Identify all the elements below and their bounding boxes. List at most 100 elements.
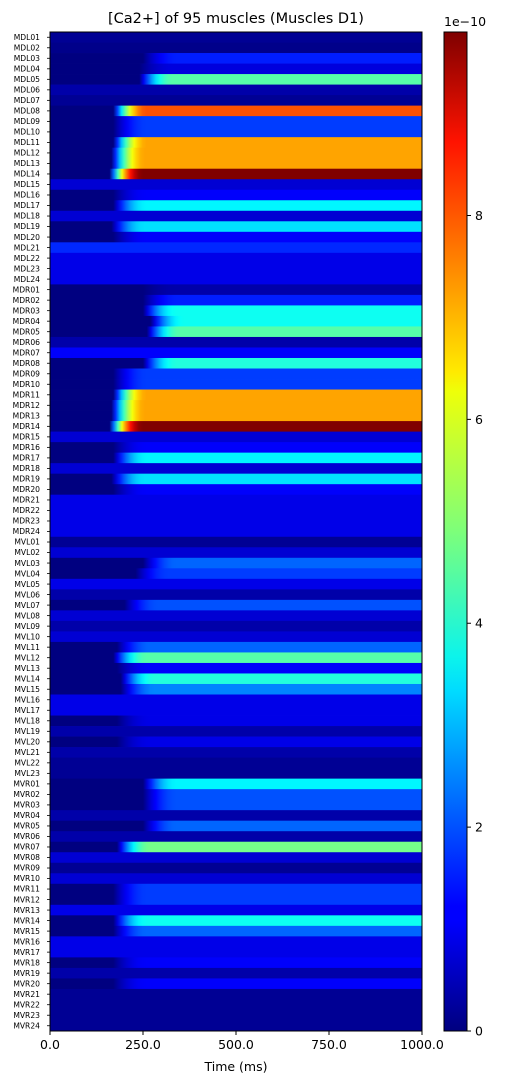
- row-label: MVR21: [13, 990, 40, 999]
- heatmap-row-mvl02: [50, 547, 422, 559]
- heatmap-row-mvl04: [50, 568, 422, 580]
- row-label: MVL17: [14, 706, 40, 715]
- heatmap-row-mvl16: [50, 694, 422, 706]
- row-label: MDL14: [14, 170, 40, 179]
- row-label: MVR03: [13, 801, 40, 810]
- heatmap-row-mvr23: [50, 1009, 422, 1021]
- x-tick-label: 250.0: [125, 1037, 161, 1052]
- heatmap-row-mdl01: [50, 32, 422, 43]
- heatmap-row-mdr02: [50, 294, 422, 306]
- heatmap-row-mvr09: [50, 862, 422, 874]
- heatmap-row-mdr08: [50, 357, 422, 369]
- row-label: MDL13: [14, 159, 40, 168]
- heatmap-row-mvl03: [50, 557, 422, 569]
- heatmap-row-mdl22: [50, 252, 422, 264]
- colorbar-tick-label: 2: [475, 820, 483, 835]
- heatmap-row-mdr07: [50, 347, 422, 359]
- row-label: MVL12: [14, 653, 40, 662]
- heatmap-row-mvl10: [50, 631, 422, 643]
- heatmap-row-mdr06: [50, 336, 422, 348]
- row-label: MDR08: [13, 359, 41, 368]
- row-label: MVL08: [14, 611, 40, 620]
- row-label: MVR13: [13, 906, 40, 915]
- heatmap-row-mvl09: [50, 620, 422, 632]
- row-label: MVR07: [13, 843, 40, 852]
- heatmap-row-mdl05: [50, 74, 422, 85]
- x-axis-ticks: 0.0 250.0 500.0 750.0 1000.0: [40, 1031, 444, 1052]
- row-label: MDL16: [14, 191, 40, 200]
- heatmap-row-mvl22: [50, 757, 422, 769]
- heatmap-row-mvr05: [50, 820, 422, 832]
- row-label: MVR08: [13, 853, 40, 862]
- row-label: MDL03: [14, 54, 40, 63]
- heatmap-row-mdr12: [50, 400, 422, 411]
- heatmap-row-mvl08: [50, 610, 422, 622]
- heatmap-row-mdr15: [50, 431, 422, 443]
- row-label: MVL20: [14, 738, 40, 747]
- row-label: MDL09: [14, 117, 40, 126]
- heatmap-row-mdr22: [50, 505, 422, 517]
- heatmap-row-mdr03: [50, 305, 422, 317]
- heatmap-row-mvl07: [50, 599, 422, 611]
- row-label: MDL01: [14, 33, 40, 42]
- row-label: MVL21: [14, 748, 40, 757]
- row-label: MVR20: [13, 979, 40, 988]
- heatmap-row-mdl12: [50, 147, 422, 159]
- row-label: MVR23: [13, 1011, 40, 1020]
- heatmap-row-mvr15: [50, 925, 422, 937]
- heatmap-row-mdl04: [50, 63, 422, 75]
- heatmap-row-mdr17: [50, 452, 422, 464]
- heatmap-row-mdr18: [50, 463, 422, 475]
- row-label: MVR02: [13, 790, 40, 799]
- row-label: MDR21: [13, 496, 41, 505]
- row-label: MDR19: [13, 475, 41, 484]
- heatmap-row-mvr03: [50, 799, 422, 811]
- row-label: MDL21: [14, 243, 40, 252]
- x-tick-label: 500.0: [218, 1037, 254, 1052]
- row-label: MVL09: [14, 622, 40, 631]
- heatmap-row-mvl12: [50, 652, 422, 664]
- heatmap-row-mdl13: [50, 158, 422, 170]
- row-label: MVL23: [14, 769, 40, 778]
- heatmap-row-mdr10: [50, 379, 422, 390]
- row-label: MDR13: [13, 412, 41, 421]
- row-label: MVL03: [14, 559, 40, 568]
- row-label: MVL05: [14, 580, 40, 589]
- heatmap-row-mvl17: [50, 705, 422, 716]
- row-label: MDL12: [14, 149, 40, 158]
- row-label: MVR18: [13, 958, 40, 967]
- row-label: MDR01: [13, 285, 41, 294]
- heatmap-row-mdl15: [50, 179, 422, 191]
- heatmap-row-mdl02: [50, 42, 422, 54]
- heatmap-row-mdr23: [50, 515, 422, 527]
- row-label: MVL02: [14, 548, 40, 557]
- row-label: MVR14: [13, 916, 40, 925]
- heatmap-row-mvl06: [50, 589, 422, 601]
- heatmap-row-mvr16: [50, 936, 422, 948]
- heatmap-row-mvr14: [50, 915, 422, 927]
- row-label: MVL07: [14, 601, 40, 610]
- row-label: MVL01: [14, 538, 40, 547]
- row-label: MDL18: [14, 212, 40, 221]
- row-label: MDR23: [13, 517, 41, 526]
- row-label: MVR19: [13, 969, 40, 978]
- row-label: MDR04: [13, 317, 41, 326]
- heatmap-row-mvr21: [50, 988, 422, 1000]
- heatmap-row-mvl21: [50, 747, 422, 758]
- heatmap-row-mvl05: [50, 578, 422, 590]
- heatmap-row-mvr19: [50, 967, 422, 979]
- x-tick-label: 1000.0: [400, 1037, 444, 1052]
- row-label: MVR06: [13, 832, 40, 841]
- row-label: MDR11: [13, 390, 41, 399]
- row-label: MDR03: [13, 306, 41, 315]
- row-label: MDL10: [14, 128, 40, 137]
- heatmap-row-mvl01: [50, 536, 422, 548]
- row-label: MVL11: [14, 643, 40, 652]
- heatmap-row-mvr02: [50, 789, 422, 801]
- row-label: MVR22: [13, 1000, 40, 1009]
- row-label: MDR22: [13, 506, 41, 515]
- row-label: MVL16: [14, 695, 40, 704]
- row-label: MDR20: [13, 485, 41, 494]
- x-axis-label: Time (ms): [203, 1059, 267, 1074]
